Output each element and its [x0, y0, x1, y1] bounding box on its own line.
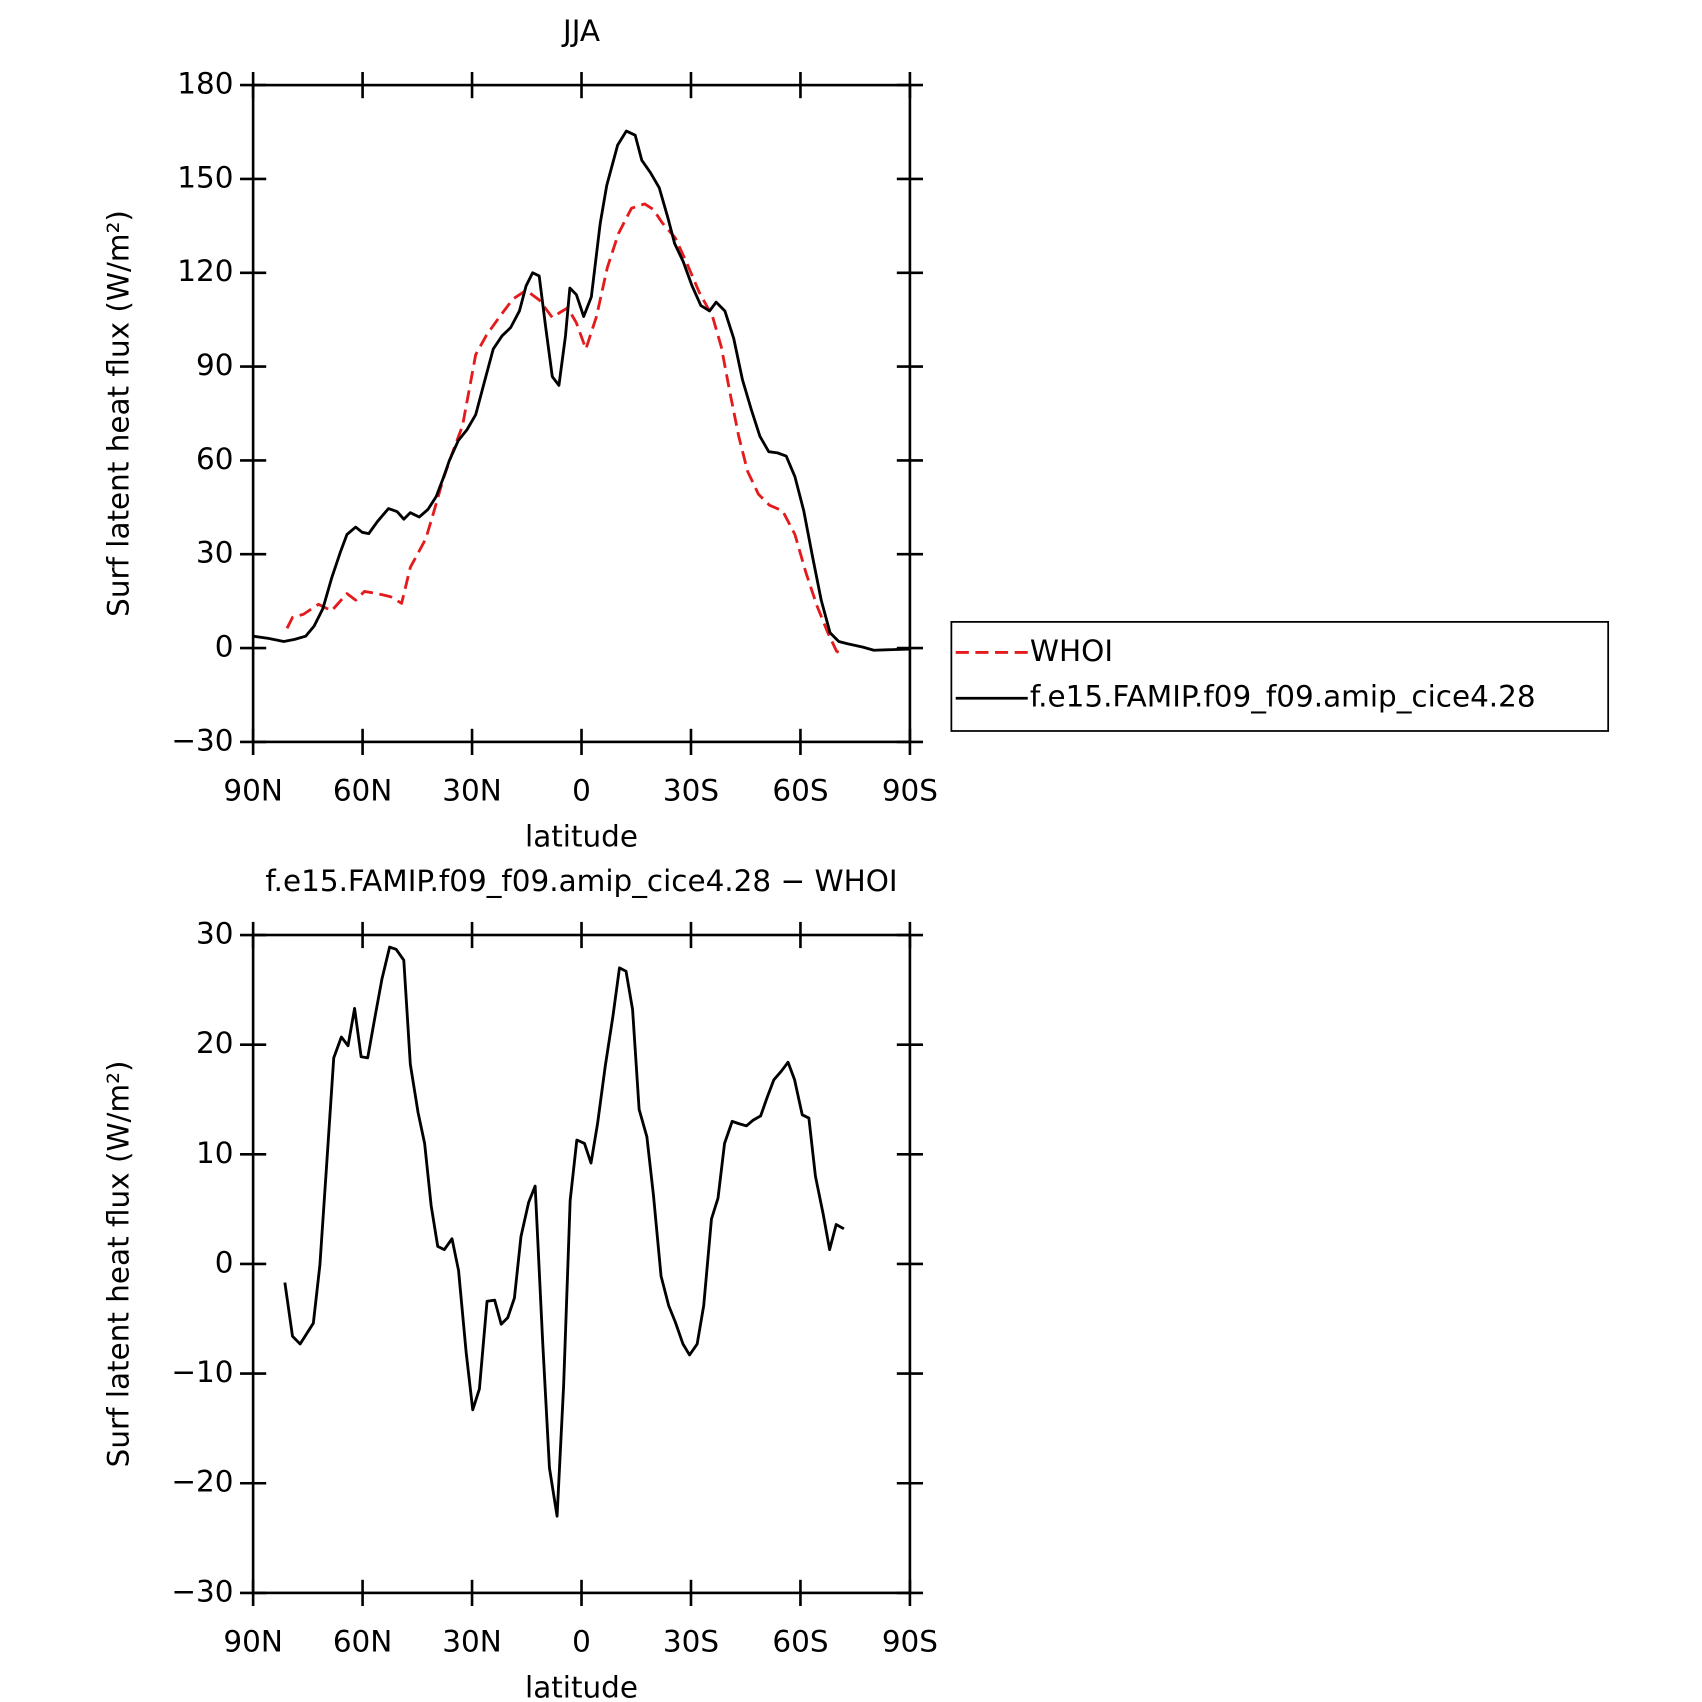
x-tick-label: 60N: [333, 774, 392, 808]
x-tick-label: 30N: [442, 1625, 501, 1659]
legend-label: f.e15.FAMIP.f09_f09.amip_cice4.28: [1030, 680, 1536, 714]
x-tick-label: 90N: [223, 774, 282, 808]
y-tick-label: 0: [215, 630, 234, 664]
plot-frame: [251, 83, 912, 744]
y-tick-label: 0: [215, 1245, 234, 1279]
x-tick-label: 30N: [442, 774, 501, 808]
y-axis-label: Surf latent heat flux (W/m²): [102, 210, 136, 617]
y-tick-label: −20: [171, 1465, 233, 1499]
y-axis-label: Surf latent heat flux (W/m²): [102, 1061, 136, 1468]
x-tick-label: 90N: [223, 1625, 282, 1659]
x-tick-label: 90S: [882, 774, 938, 808]
y-tick-label: 30: [196, 917, 233, 951]
y-tick-label: 60: [196, 442, 233, 476]
y-tick-label: 150: [177, 160, 233, 194]
y-tick-label: −10: [171, 1355, 233, 1389]
legend-label: WHOI: [1030, 634, 1113, 668]
plot-frame: [251, 933, 912, 1595]
y-tick-label: 20: [196, 1026, 233, 1060]
x-tick-label: 60N: [333, 1625, 392, 1659]
x-axis-label: latitude: [525, 1670, 638, 1702]
x-tick-label: 60S: [772, 1625, 828, 1659]
x-axis-label: latitude: [525, 819, 638, 853]
x-tick-label: 0: [572, 1625, 591, 1659]
y-tick-label: 120: [177, 254, 233, 288]
x-tick-label: 0: [572, 774, 591, 808]
chart-title: f.e15.FAMIP.f09_f09.amip_cice4.28 − WHOI: [265, 864, 897, 898]
x-tick-label: 60S: [772, 774, 828, 808]
x-tick-label: 90S: [882, 1625, 938, 1659]
y-tick-label: 10: [196, 1136, 233, 1170]
y-tick-label: 90: [196, 348, 233, 382]
y-tick-label: −30: [171, 723, 233, 757]
x-tick-label: 30S: [663, 774, 719, 808]
data-line: [285, 202, 844, 656]
chart-title: JJA: [561, 14, 600, 48]
data-line: [283, 945, 845, 1518]
y-tick-label: 180: [177, 67, 233, 101]
y-tick-label: −30: [171, 1574, 233, 1608]
legend-box: [950, 621, 1610, 732]
x-tick-label: 30S: [663, 1625, 719, 1659]
data-line: [252, 129, 910, 652]
y-tick-label: 30: [196, 536, 233, 570]
